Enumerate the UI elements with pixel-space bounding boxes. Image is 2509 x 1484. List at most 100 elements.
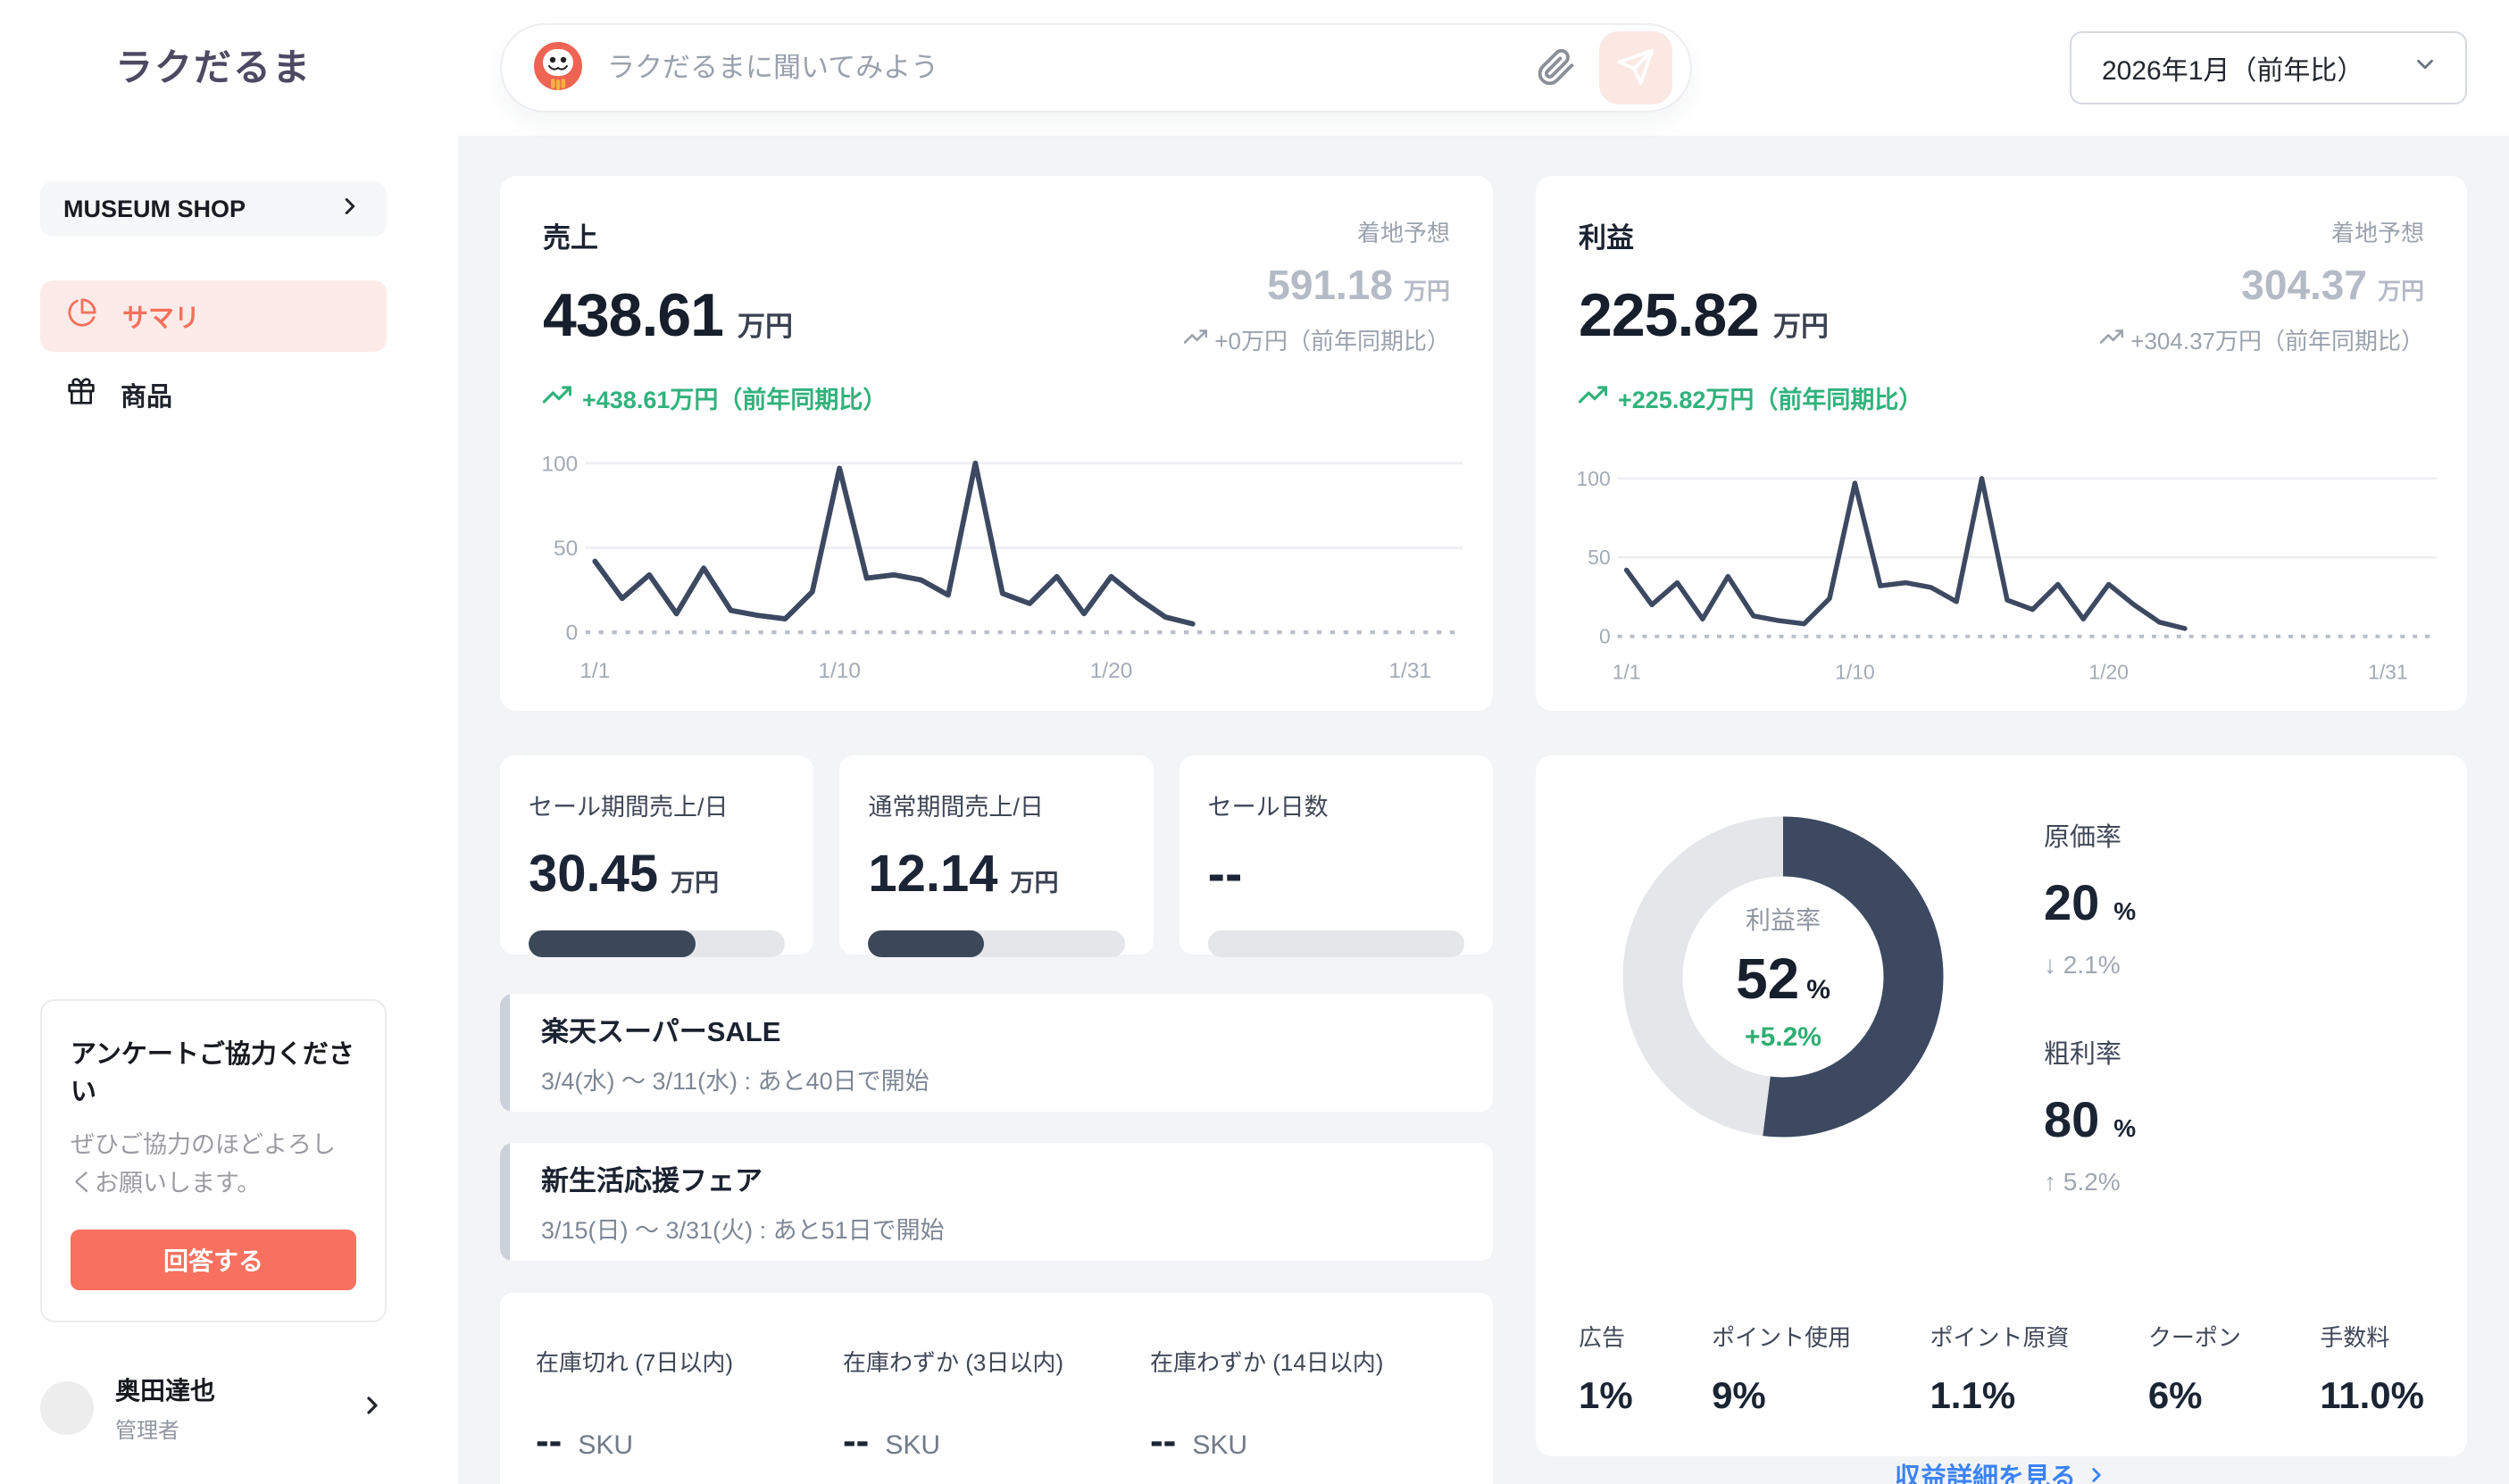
donut-center-text: 利益率 52 % +5.2% [1622,816,1944,1138]
rate-unit: % [2113,1114,2137,1142]
rate-label: 原価率 [2044,823,2122,852]
inventory-label: 在庫わずか (14日以内) [1150,1349,1384,1376]
stat-title: セール期間売上/日 [529,794,729,821]
trending-up-icon [542,380,572,415]
shop-selector[interactable]: MUSEUM SHOP [40,181,387,237]
rate-unit: % [2113,897,2137,925]
period-selector-dropdown[interactable]: 2026年1月（前年比） [2070,31,2467,104]
svg-text:100: 100 [541,452,578,476]
cost-rate-block: 原価率 20 % ↓ 2.1% [2044,816,2136,980]
send-icon [1616,47,1655,89]
inventory-label: 在庫切れ (7日以内) [536,1349,734,1376]
revenue-detail-link[interactable]: 収益詳細を見る [1895,1456,2108,1484]
metric-fees: 手数料 11.0% [2320,1320,2424,1417]
cost-metrics-row: 広告 1% ポイント使用 9% ポイント原資 1.1% クーポン 6% [1579,1320,2424,1417]
sales-kpi-left: 売上 438.61 万円 +438.61万円（前年同期比） [542,215,888,415]
user-info: 奥田達也 管理者 [115,1371,215,1444]
profit-kpi-card: 利益 225.82 万円 +225.82万円（前年同期比） [1536,176,2467,711]
event-period: 3/15(日) ～ 3/31(火) : あと51日で開始 [541,1217,945,1244]
send-button[interactable] [1599,31,1672,104]
profit-rate-unit: % [1806,975,1830,1005]
event-title: 楽天スーパーSALE [541,1016,781,1047]
metric-value: 11.0% [2320,1374,2424,1416]
inventory-card: 在庫切れ (7日以内) -- SKU -- 在庫わずか (3日以内) -- SK… [500,1293,1493,1484]
rate-value: 80 [2044,1091,2100,1147]
profit-rate-label: 利益率 [1745,906,1821,934]
profit-card-title: 利益 [1579,222,1634,254]
gross-margin-block: 粗利率 80 % ↑ 5.2% [2044,1033,2136,1196]
survey-card: アンケートご協力ください ぜひご協力のほどよろしくお願いします。 回答する [40,998,387,1322]
metric-points-cost: ポイント原資 1.1% [1930,1320,2069,1417]
assistant-search-bar [500,23,1692,113]
sales-kpi-card: 売上 438.61 万円 +438.61万円（前年同期比） [500,176,1493,711]
metric-coupon: クーポン 6% [2148,1320,2241,1417]
sidebar-item-label: サマリ [122,304,201,333]
attach-file-button[interactable] [1537,47,1576,89]
stat-value: 12.14 [868,845,998,903]
svg-text:50: 50 [1588,546,1610,569]
stat-title: セール日数 [1207,794,1329,821]
inventory-label: 在庫わずか (3日以内) [843,1349,1064,1376]
metric-value: 9% [1712,1374,1766,1416]
stat-title: 通常期間売上/日 [868,794,1044,821]
metric-label: 広告 [1579,1324,1626,1351]
svg-text:0: 0 [566,621,579,646]
trending-up-icon [1578,380,1608,415]
profit-rate-donut-chart: 利益率 52 % +5.2% [1622,816,1944,1138]
stat-unit: 万円 [671,870,720,896]
chevron-right-icon [2092,1468,2101,1482]
sales-forecast-yoy: +0万円（前年同期比） [1214,328,1450,354]
user-account-row[interactable]: 奥田達也 管理者 [40,1371,387,1444]
user-role: 管理者 [115,1419,179,1443]
sale-stat-cards: セール期間売上/日 30.45 万円 通常期間売上/日 12.14 [500,755,1493,957]
chevron-right-icon [358,1391,387,1424]
survey-answer-button[interactable]: 回答する [71,1230,356,1290]
svg-text:0: 0 [1599,624,1611,647]
sales-yoy-text: +438.61万円（前年同期比） [582,387,888,413]
forecast-label: 着地予想 [2330,220,2424,246]
metric-label: ポイント使用 [1712,1324,1852,1351]
trending-up-icon [1184,325,1208,354]
progress-bar [868,930,1125,957]
rate-label: 粗利率 [2044,1040,2122,1069]
metric-value: 1.1% [1930,1374,2016,1416]
inventory-value: -- [1150,1419,1177,1463]
progress-bar [529,930,786,957]
survey-body: ぜひご協力のほどよろしくお願いします。 [71,1130,336,1196]
inventory-value: -- [843,1419,870,1463]
profit-trend-chart: 0 50 100 1/1 1/10 1/20 1/31 [1566,454,2440,691]
svg-text:1/10: 1/10 [1835,660,1874,683]
chevron-right-icon [337,193,363,226]
sidebar: ラクだるま MUSEUM SHOP サマリ 商品 アンケー [0,0,458,1484]
metric-value: 6% [2147,1374,2203,1416]
inventory-out-of-stock-col: 在庫切れ (7日以内) -- SKU -- [536,1345,843,1484]
event-accent-bar [500,1143,510,1261]
revenue-detail-link-label: 収益詳細を見る [1894,1463,2076,1484]
inventory-unit: SKU [885,1430,940,1460]
profit-kpi-left: 利益 225.82 万円 +225.82万円（前年同期比） [1578,215,1922,415]
profit-forecast-unit: 万円 [2377,278,2424,304]
assistant-search-input[interactable] [607,52,1513,84]
dashboard-content: 売上 438.61 万円 +438.61万円（前年同期比） [458,136,2509,1484]
inventory-low-3d-col: 在庫わずか (3日以内) -- SKU -- [843,1345,1150,1484]
inventory-unit: SKU [1192,1430,1247,1460]
chevron-down-icon [2412,51,2438,85]
svg-text:50: 50 [554,537,578,561]
sidebar-spacer [40,423,387,999]
sidebar-nav: サマリ 商品 [40,280,387,423]
paperclip-icon [1537,47,1576,89]
sidebar-item-products[interactable]: 商品 [40,366,387,423]
inventory-low-14d-col: 在庫わずか (14日以内) -- SKU -- [1150,1345,1457,1484]
svg-text:1/20: 1/20 [1090,659,1133,683]
event-period: 3/4(水) ～ 3/11(水) : あと40日で開始 [541,1068,929,1095]
stat-value: -- [1207,845,1243,903]
user-name: 奥田達也 [115,1377,216,1405]
period-selector-value: 2026年1月（前年比） [2102,56,2364,86]
sales-trend-chart: 0 50 100 1/1 1/10 1/20 1/31 [530,437,1466,691]
metric-ads: 広告 1% [1579,1320,1633,1417]
progress-bar-fill [868,930,984,957]
daruma-icon [532,40,584,96]
profit-forecast-yoy: +304.37万円（前年同期比） [2130,328,2424,354]
sidebar-item-summary[interactable]: サマリ [40,280,387,352]
